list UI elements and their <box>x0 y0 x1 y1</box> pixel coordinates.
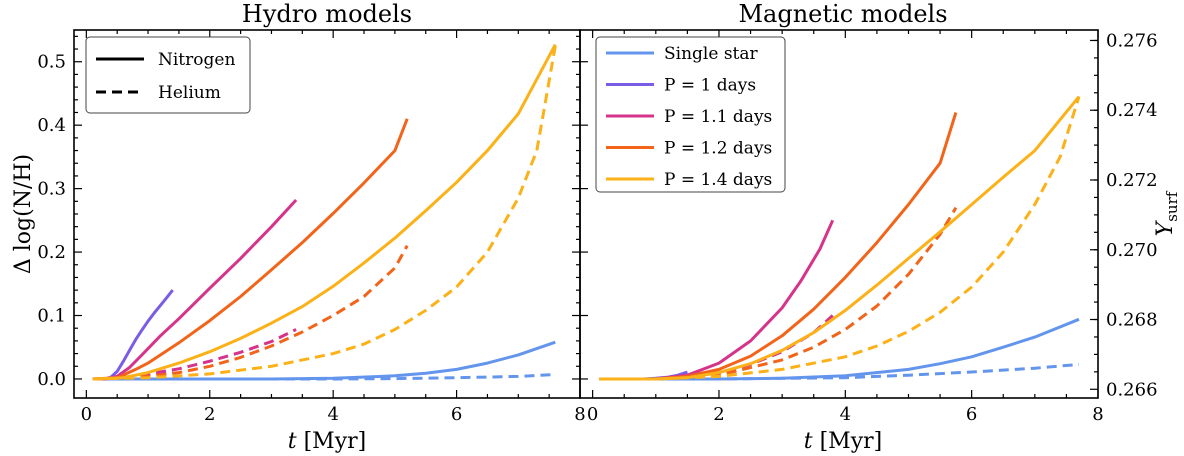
magnetic-ticks: 0 2 4 6 80.266 0.268 0.270 0.272 0.274 0.276 <box>580 30 1158 425</box>
magnetic-frame <box>579 29 1099 399</box>
legend-helium-label: Helium <box>158 83 221 103</box>
hydro-x-tick-label: 6 <box>451 404 462 425</box>
legend-p12-label: P = 1.2 days <box>664 139 772 159</box>
magnetic-x-tick-label: 4 <box>840 404 851 425</box>
ysurf-tick-label: 0.268 <box>1106 310 1158 331</box>
hydro-p14-helium-line <box>92 45 557 381</box>
left-y-axis-label: Δ log(N/H) <box>11 154 36 274</box>
hydro-series <box>92 43 557 381</box>
hydro-x-tick-label: 0 <box>81 404 92 425</box>
magnetic-p14-helium-line <box>599 96 1081 381</box>
hydro-x-tick-label: 2 <box>204 404 215 425</box>
hydro-x-tick-label: 8 <box>574 404 585 425</box>
hydro-p12-nitrogen-line <box>92 118 409 381</box>
magnetic-panel: 0 2 4 6 80.266 0.268 0.270 0.272 0.274 0.276 Sing… <box>579 29 1158 425</box>
ysurf-tick-label: 0.266 <box>1106 379 1158 400</box>
hydro-p11-nitrogen-line <box>92 198 298 381</box>
magnetic-legend: Single star P = 1 days P = 1.1 days P = 1.2… <box>595 36 786 193</box>
legend-p14-label: P = 1.4 days <box>664 170 772 190</box>
magnetic-series <box>599 95 1081 381</box>
hydro-x-tick-label: 4 <box>327 404 338 425</box>
magnetic-x-tick-label: 6 <box>966 404 977 425</box>
hydro-y-tick-label: 0.4 <box>37 115 66 136</box>
hydro-p11-helium-line <box>92 328 297 381</box>
hydro-p14-nitrogen-line <box>92 43 557 381</box>
right-y-axis-label: Ysurf <box>1153 190 1181 236</box>
magnetic-x-tick-label: 0 <box>587 404 598 425</box>
ysurf-tick-label: 0.270 <box>1106 240 1158 261</box>
ysurf-tick-label: 0.276 <box>1106 30 1158 51</box>
magnetic-single-helium-line <box>599 362 1080 381</box>
magnetic-x-tick-label: 8 <box>1092 404 1103 425</box>
hydro-panel: 0 2 4 6 8 0.0 0.1 0.2 0.3 0.4 0.5 Nitrogen Helium <box>37 29 586 425</box>
hydro-y-tick-label: 0.0 <box>37 369 66 390</box>
hydro-y-tick-label: 0.5 <box>37 52 66 73</box>
left-x-axis-label: t [Myr] <box>288 429 366 454</box>
magnetic-legend-box <box>595 36 786 193</box>
hydro-single-helium-line <box>92 373 556 381</box>
hydro-legend-box <box>85 36 251 114</box>
legend-single-label: Single star <box>664 44 759 64</box>
legend-p1-label: P = 1 days <box>664 76 756 96</box>
hydro-y-tick-label: 0.2 <box>37 242 66 263</box>
right-panel-title: Magnetic models <box>738 0 947 28</box>
legend-p11-label: P = 1.1 days <box>664 107 772 127</box>
right-x-axis-label: t [Myr] <box>804 429 882 454</box>
ysurf-tick-label: 0.272 <box>1106 170 1158 191</box>
left-panel-title: Hydro models <box>242 0 412 28</box>
hydro-y-tick-label: 0.3 <box>37 179 66 200</box>
magnetic-x-tick-label: 2 <box>713 404 724 425</box>
hydro-y-tick-label: 0.1 <box>37 306 66 327</box>
legend-nitrogen-label: Nitrogen <box>158 50 235 70</box>
ysurf-tick-label: 0.274 <box>1106 100 1158 121</box>
hydro-legend: Nitrogen Helium <box>85 36 251 114</box>
magnetic-legend-rows: Single star P = 1 days P = 1.1 days P = 1.2… <box>606 44 772 190</box>
